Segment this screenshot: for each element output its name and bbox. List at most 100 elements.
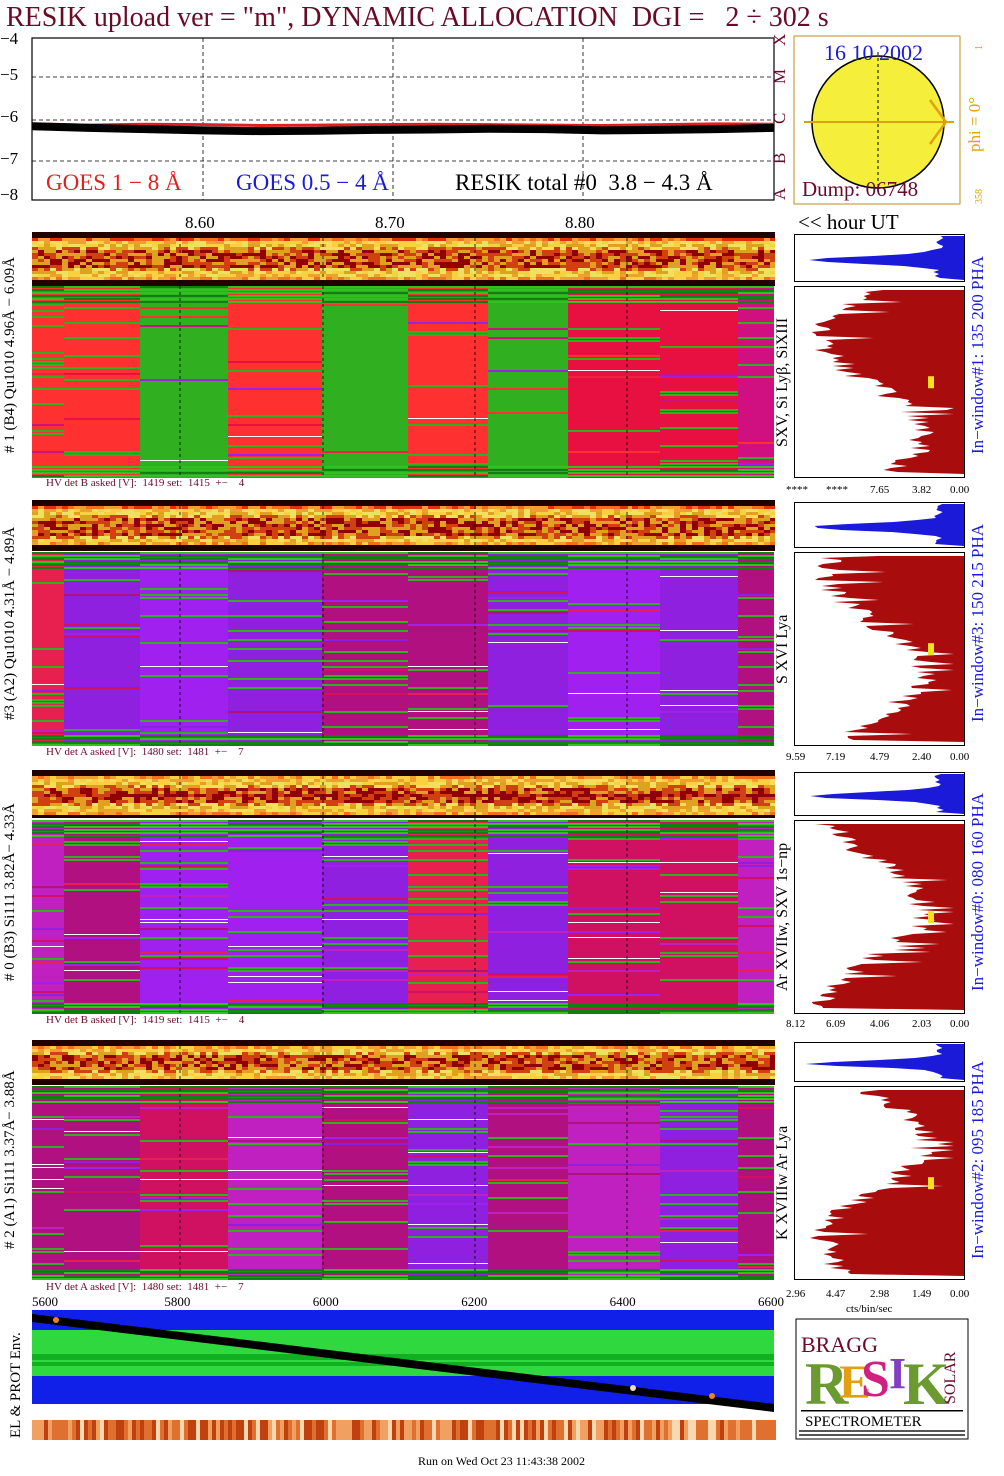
spectrum-unit: cts/bin/sec [846,1303,893,1315]
env-x-tick-0: 5600 [32,1294,58,1309]
spectrum-tick-0-1: **** [826,484,848,496]
window-label-3: In−window#2: 095 185 PHA [968,1061,987,1260]
window-label-1: In−window#3: 150 215 PHA [968,524,987,723]
orbit-marker-2 [630,1385,636,1391]
logo-credits [799,1430,965,1436]
pha-histogram-0 [794,234,965,282]
pha-histogram-2 [794,772,965,816]
logo-letter-s: S [861,1351,890,1408]
spectrum-profile-2 [794,820,965,1014]
env-blue-band-bottom [32,1376,774,1404]
resik-logo: R E S I K BRAGG SOLAR SPECTROMETER [795,1318,969,1440]
env-panel: 5600 5800 6000 6200 6400 6600 EL & PROT Env. [8,1294,784,1440]
env-blue-band-top [32,1310,774,1330]
hv-status-1: HV det A asked [V]: 1480 set: 1481 +− 7 [46,746,244,758]
sun-panel: 16 10 2002 Dump: 06748 phi = 0° 1 358 [793,35,985,205]
spectrum-profile-1 [794,552,965,746]
hv-status-0: HV det B asked [V]: 1419 set: 1415 +− 4 [46,477,245,489]
goes-class-A: A [770,187,789,200]
spectrogram-2 [32,770,775,1014]
goes-y-tick-0: −4 [0,29,19,48]
page-title: RESIK upload ver = "m", DYNAMIC ALLOCATI… [6,2,829,33]
logo-letter-r: R [805,1351,849,1417]
spectrum-tick-0-4: 0.00 [950,484,970,496]
goes-y-tick-2: −6 [0,107,18,126]
channel-label-3: # 2 (A1) Si111 3.37Å− 3.88Å [2,1070,18,1250]
spectrogram-3 [32,1040,775,1280]
goes-series [31,122,775,136]
spectrum-tick-2-4: 0.00 [950,1018,970,1030]
goes-class-letters: X M C B A [770,34,789,200]
env-color-strip [32,1420,776,1440]
spectrum-tick-2-1: 6.09 [826,1018,846,1030]
goes-class-M: M [770,69,789,84]
logo-letter-k: K [903,1351,950,1417]
line-label-3: K XVIIIw Ar Lya [774,1125,791,1241]
spectrum-tick-3-0: 2.96 [786,1288,806,1300]
spectrum-tick-2-0: 8.12 [786,1018,806,1030]
spectrum-tick-1-3: 2.40 [912,751,932,763]
spectrum-profile-0 [794,286,965,478]
goes-y-tick-4: −8 [0,185,18,204]
time-tick-1: 8.60 [185,213,215,232]
env-green-band [32,1330,774,1376]
window-label-2: In−window#0: 080 160 PHA [968,793,987,992]
logo-letter-i: I [889,1349,906,1398]
logo-spectrometer: SPECTROMETER [805,1414,922,1430]
goes-y-tick-1: −5 [0,65,18,84]
pha-histogram-1 [794,502,965,548]
env-x-tick-2: 6000 [313,1294,339,1309]
env-x-tick-5: 6600 [758,1294,784,1309]
time-tick-2: 8.70 [375,213,405,232]
env-x-tick-1: 5800 [164,1294,190,1309]
sun-angle-top: 1 [974,45,985,50]
logo-solar: SOLAR [942,1351,959,1404]
time-tick-3: 8.80 [565,213,595,232]
hv-status-2: HV det B asked [V]: 1419 set: 1415 +− 4 [46,1014,245,1026]
sun-dump: Dump: 06748 [802,177,918,201]
window-label-0: In−window#1: 135 200 PHA [968,256,987,455]
footer-run-time: Run on Wed Oct 23 11:43:38 2002 [418,1454,586,1468]
spectrum-tick-3-4: 0.00 [950,1288,970,1300]
logo-rule [801,1410,963,1412]
spectrum-tick-1-1: 7.19 [826,751,846,763]
goes-class-C: C [770,113,789,124]
goes-series-0 [31,122,775,127]
pha-histogram-3 [794,1042,965,1082]
channel-label-0: # 1 (B4) Qu1010 4.96Å − 6.09Å [2,257,18,453]
env-x-tick-3: 6200 [461,1294,487,1309]
line-label-2: Ar XVIIw, SXV 1s−np [774,842,791,992]
goes-plot-frame [31,37,775,201]
goes-panel: −4 −5 −6 −7 −8 X M C B A [0,29,789,204]
spectrum-tick-3-1: 4.47 [826,1288,846,1300]
spectrum-tick-3-3: 1.49 [912,1288,932,1300]
goes-class-B: B [770,153,789,164]
hour-ut-label: << hour UT [798,210,899,234]
legend-goes-red: GOES 1 − 8 Å [46,170,182,195]
goes-y-ticks: −4 −5 −6 −7 −8 [0,29,19,204]
orbit-track [32,1314,774,1412]
spectrum-tick-0-0: **** [786,484,808,496]
spectrogram-1 [32,500,775,746]
env-label: EL & PROT Env. [8,1332,24,1438]
goes-grid [32,38,774,200]
legend-resik-total: RESIK total #0 3.8 − 4.3 Å [455,170,713,195]
sun-date: 16 10 2002 [824,40,923,65]
env-x-tick-4: 6400 [610,1294,636,1309]
spectrum-tick-1-0: 9.59 [786,751,806,763]
orbit-marker-3 [709,1393,715,1399]
goes-series-1 [31,122,775,136]
spectrum-tick-1-4: 0.00 [950,751,970,763]
line-label-0: SXV, Si Lyβ, SiXIII [774,317,791,447]
goes-y-tick-3: −7 [0,149,19,168]
spectrum-tick-1-2: 4.79 [870,751,890,763]
sun-angle-bottom: 358 [974,189,985,204]
env-x-ticks: 5600 5800 6000 6200 6400 6600 [32,1294,784,1309]
pointing-arrow [928,99,948,145]
spectrogram-0 [32,232,775,478]
spectrum-tick-0-2: 7.65 [870,484,890,496]
logo-frame [795,1318,969,1440]
spectrum-profile-3 [794,1086,965,1280]
spectrum-tick-2-3: 2.03 [912,1018,932,1030]
goes-class-X: X [770,34,789,46]
